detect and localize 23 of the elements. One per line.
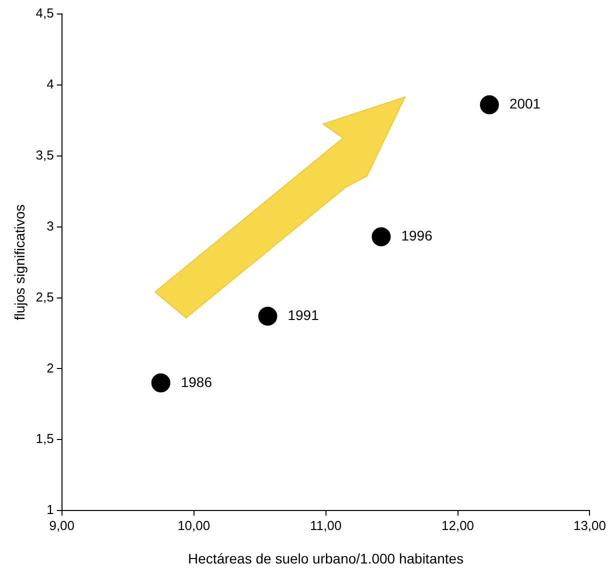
y-axis-title: flujos significativos [11, 204, 28, 320]
point [372, 227, 391, 246]
y-tick-label: 1,5 [36, 431, 54, 446]
x-tick-label: 11,00 [310, 518, 342, 533]
y-tick-label: 1 [46, 502, 54, 518]
y-tick-label: 3,5 [36, 147, 54, 162]
y-tick-label: 4,5 [36, 6, 54, 21]
annotation: 1991 [288, 307, 320, 324]
point [480, 95, 499, 114]
x-axis-title: Hectáreas de suelo urbano/1.000 habitantes [188, 550, 464, 566]
y-tick-label: 3 [46, 218, 54, 234]
y-tick-label: 2,5 [36, 289, 54, 304]
point [258, 306, 278, 326]
x-tick-label: 10,00 [178, 518, 210, 533]
annotation: 1986 [180, 374, 212, 390]
x-tick-label: 13,00 [573, 518, 606, 533]
y-tick-label: 2 [46, 360, 54, 376]
point [151, 373, 170, 392]
y-tick-label: 4 [46, 76, 54, 92]
x-tick-label: 12,00 [441, 518, 474, 533]
x-tick-label: 9,00 [49, 518, 75, 533]
annotation: 1996 [401, 228, 433, 244]
annotation: 2001 [509, 96, 541, 112]
